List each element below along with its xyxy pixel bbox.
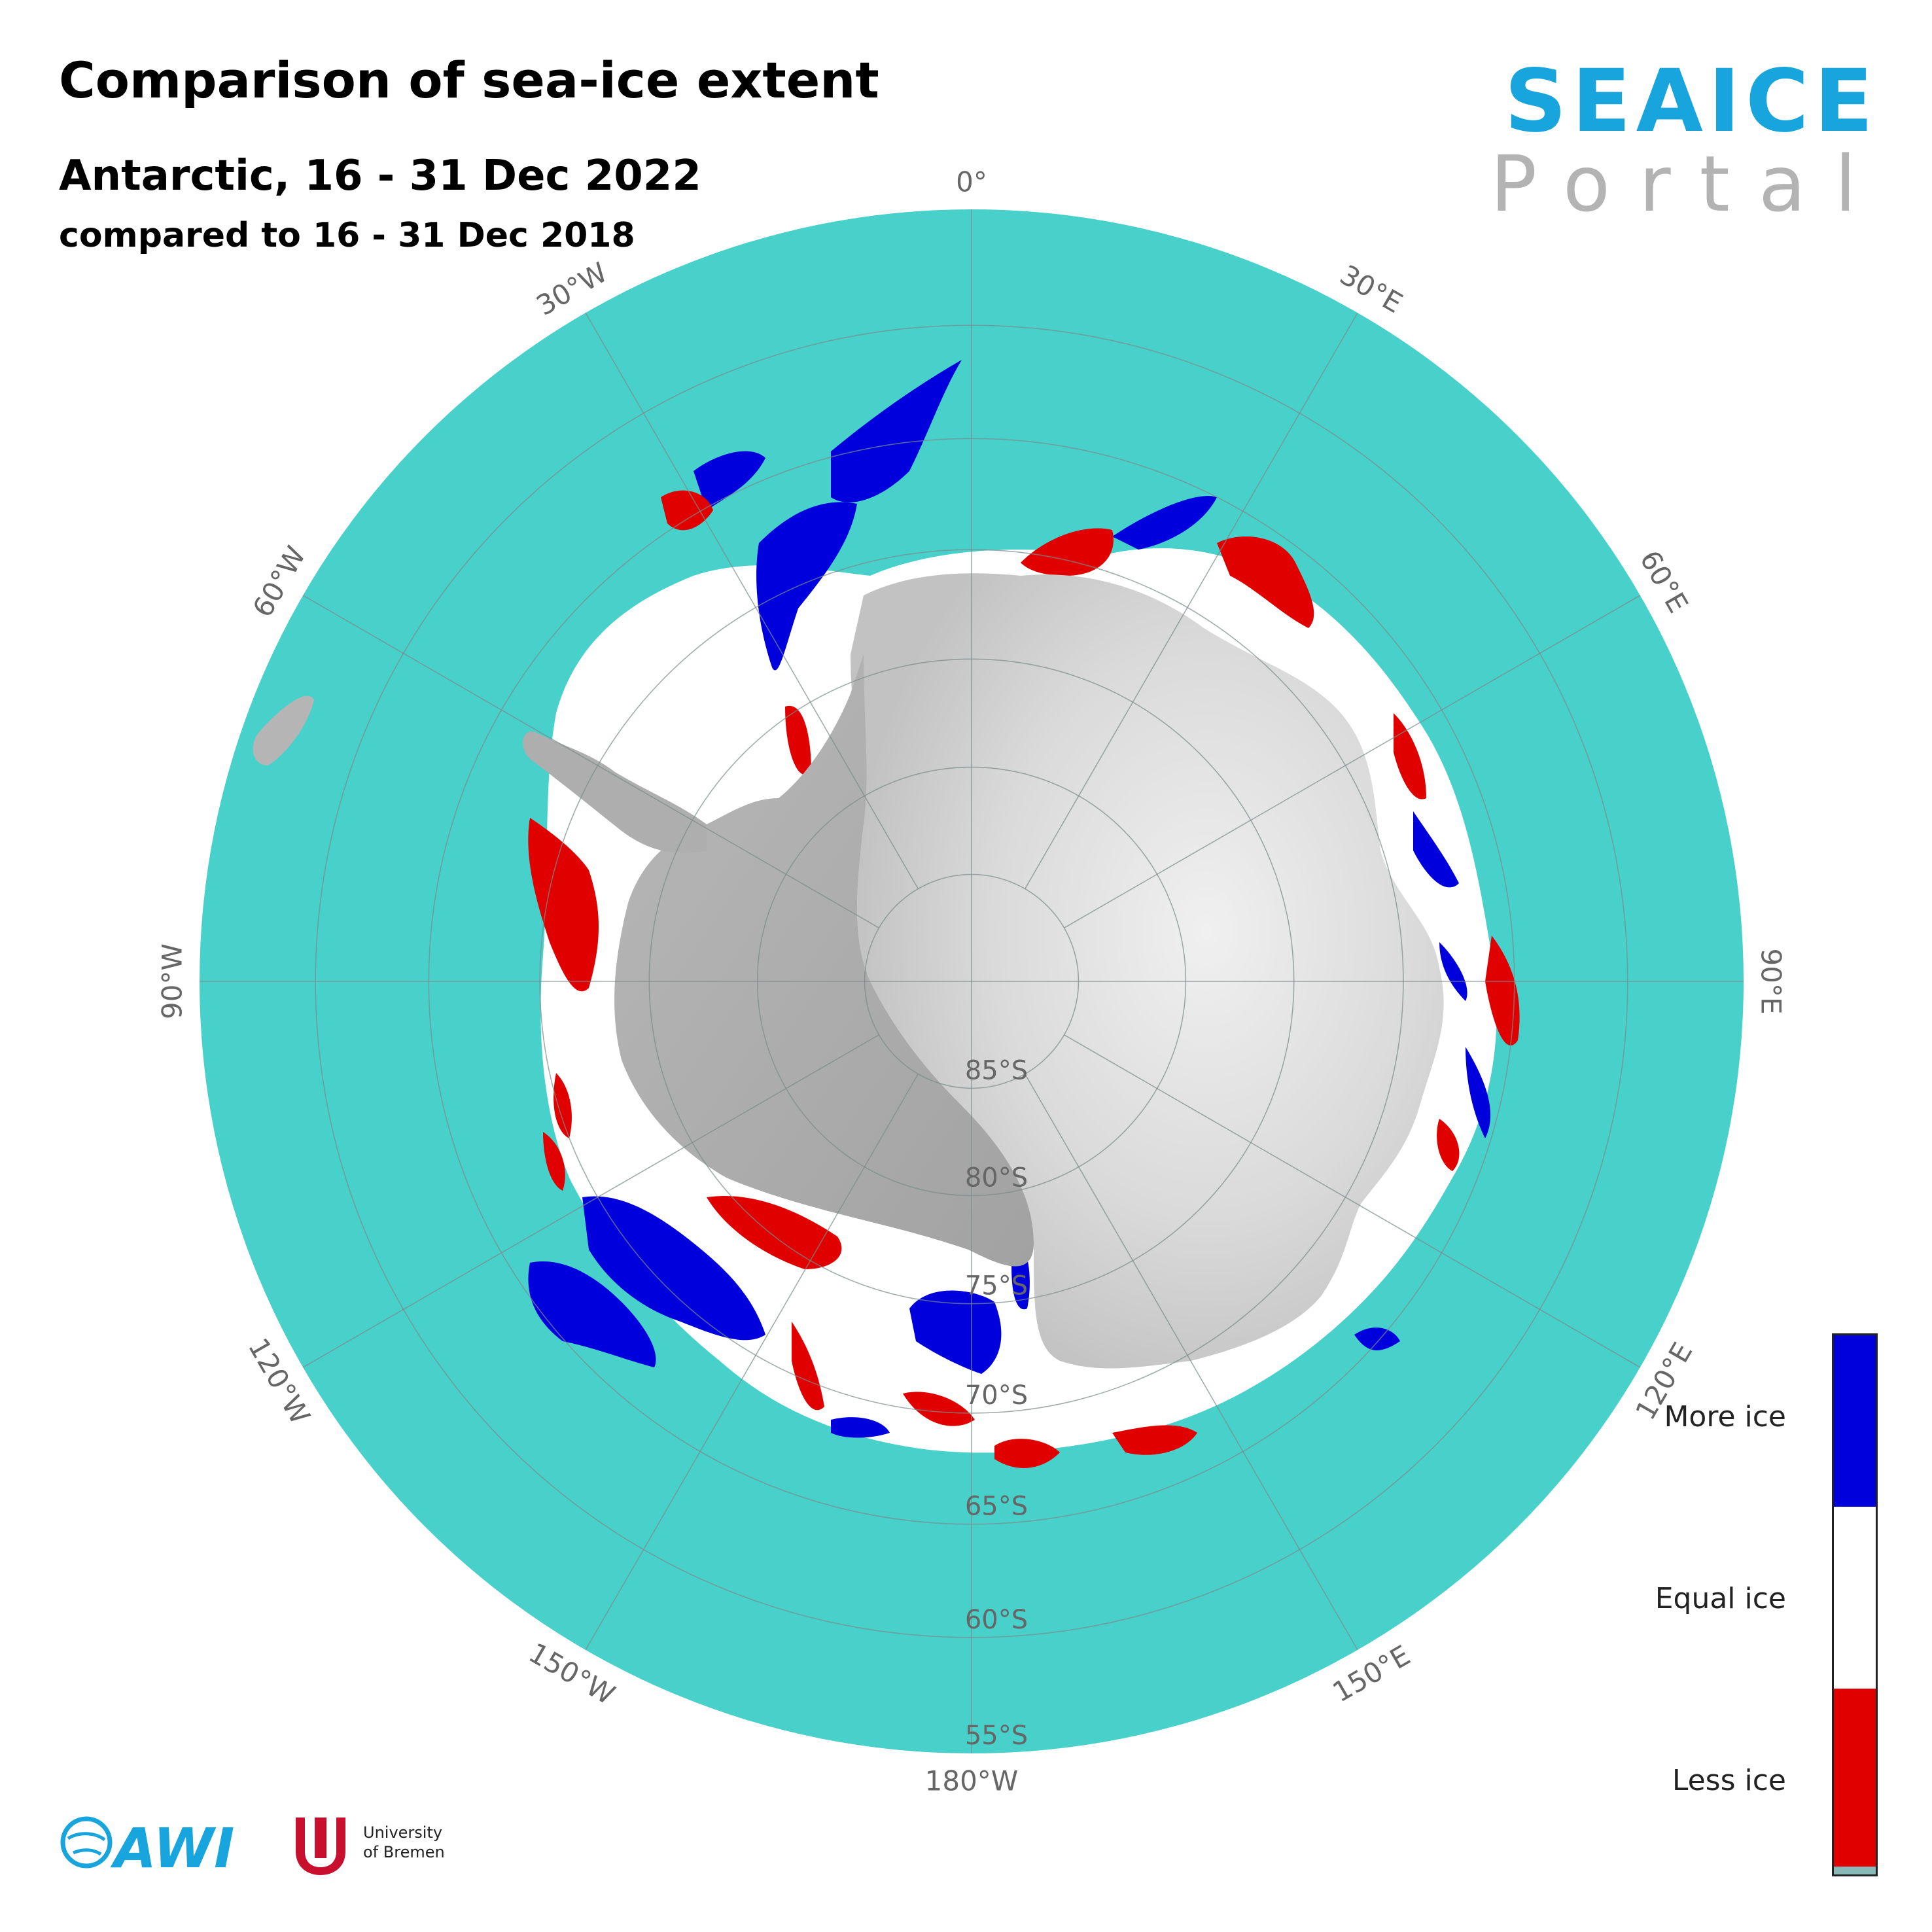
longitude-label: 90°E bbox=[1755, 949, 1787, 1015]
ub-line1: University bbox=[363, 1823, 443, 1842]
antarctica-west bbox=[614, 654, 1034, 1267]
longitude-label: 180°W bbox=[925, 1765, 1019, 1797]
university-of-bremen-logo-icon bbox=[296, 1818, 345, 1875]
page-subtitle: Antarctic, 16 - 31 Dec 2022 bbox=[59, 152, 701, 200]
seaice-portal-logo-bottom: Portal bbox=[1490, 139, 1885, 229]
legend-swatch-more-ice bbox=[1834, 1335, 1876, 1507]
latitude-label: 85°S bbox=[965, 1055, 1028, 1085]
latitude-label: 65°S bbox=[965, 1492, 1028, 1522]
longitude-label: 90°W bbox=[156, 943, 188, 1019]
awi-wordmark: AWI bbox=[110, 1816, 234, 1878]
ub-line2: of Bremen bbox=[363, 1843, 445, 1861]
latitude-label: 75°S bbox=[965, 1271, 1028, 1301]
meridian-line bbox=[302, 1034, 879, 1368]
awi-logo: AWI bbox=[60, 1816, 234, 1878]
comparison-period: compared to 16 - 31 Dec 2018 bbox=[59, 216, 635, 255]
latitude-label: 55°S bbox=[965, 1721, 1028, 1751]
meridian-line bbox=[1025, 312, 1358, 889]
meridian-line bbox=[1025, 1074, 1358, 1651]
legend-swatch-less-ice bbox=[1834, 1689, 1876, 1867]
latitude-labels: 85°S 80°S 75°S 70°S 65°S 60°S 55°S bbox=[965, 1055, 1028, 1751]
meridian-line bbox=[585, 312, 919, 889]
antarctica-east bbox=[851, 573, 1444, 1369]
awi-globe-icon bbox=[60, 1816, 113, 1869]
graticule bbox=[200, 209, 1744, 1753]
latitude-label: 70°S bbox=[965, 1380, 1028, 1411]
more-ice-patches bbox=[528, 360, 1491, 1438]
meridian-line bbox=[1064, 1034, 1641, 1368]
longitude-label: 0° bbox=[956, 166, 987, 198]
legend-label-equal-ice: Equal ice bbox=[1655, 1582, 1786, 1615]
university-of-bremen-text: University of Bremen bbox=[363, 1823, 445, 1862]
legend-swatch-bottom bbox=[1834, 1867, 1876, 1874]
seaice-portal-logo-top: SEAICE bbox=[1504, 51, 1878, 152]
less-ice-patches bbox=[528, 490, 1520, 1468]
meridian-line bbox=[1064, 595, 1641, 928]
latitude-label: 80°S bbox=[965, 1163, 1028, 1193]
legend-label-more-ice: More ice bbox=[1664, 1400, 1786, 1433]
legend-swatch-equal-ice bbox=[1834, 1507, 1876, 1689]
page-title: Comparison of sea-ice extent bbox=[59, 51, 879, 109]
legend-label-less-ice: Less ice bbox=[1672, 1764, 1786, 1797]
antarctic-peninsula bbox=[523, 731, 707, 853]
latitude-label: 60°S bbox=[965, 1605, 1028, 1635]
meridian-line bbox=[302, 595, 879, 928]
legend-colorbar bbox=[1832, 1333, 1878, 1876]
south-america-tip bbox=[253, 695, 314, 765]
meridian-line bbox=[585, 1074, 919, 1651]
